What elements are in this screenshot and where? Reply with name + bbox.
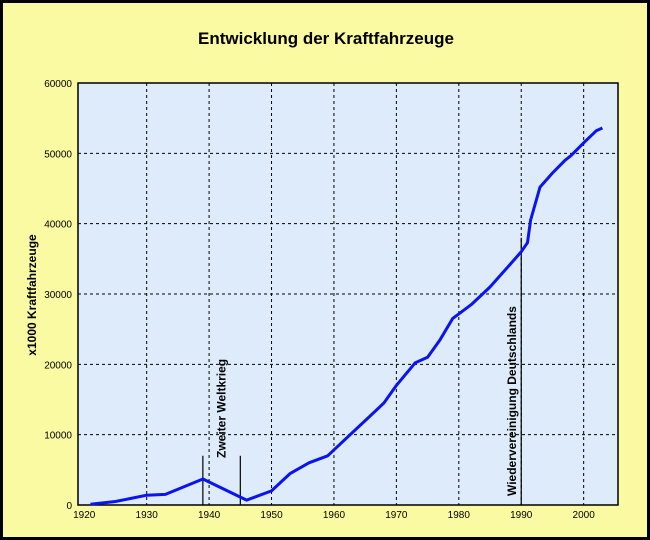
x-tick-label: 1990 xyxy=(510,510,533,521)
x-tick-label: 1980 xyxy=(448,510,471,521)
x-tick-label: 1930 xyxy=(136,510,159,521)
y-tick-label: 60000 xyxy=(44,79,72,90)
y-tick-label: 30000 xyxy=(44,290,72,301)
y-tick-label: 20000 xyxy=(44,360,72,371)
annotation-label: Zweiter Weltkrieg xyxy=(215,359,229,458)
y-axis-label: x1000 Kraftfahrzeuge xyxy=(25,234,39,356)
x-tick-label: 1970 xyxy=(385,510,408,521)
x-tick-label: 1940 xyxy=(198,510,221,521)
grid xyxy=(78,83,618,505)
y-tick-label: 10000 xyxy=(44,431,72,442)
x-tick-label: 1960 xyxy=(323,510,346,521)
tick-labels: 1920 1930 1940 1950 1960 1970 1980 1990 20000100… xyxy=(44,79,595,521)
x-tick-label: 2000 xyxy=(573,510,596,521)
annotation-label: Wiedervereinigung Deutschlands xyxy=(505,306,519,496)
x-tick-label: 1920 xyxy=(73,510,96,521)
y-tick-label: 40000 xyxy=(44,220,72,231)
y-tick-label: 50000 xyxy=(44,149,72,160)
y-tick-label: 0 xyxy=(66,501,72,512)
annotations: Zweiter Weltkrieg Wiedervereinigung Deuts… xyxy=(202,237,522,505)
chart-title: Entwicklung der Kraftfahrzeuge xyxy=(198,29,454,48)
series-line xyxy=(90,126,604,506)
x-tick-label: 1950 xyxy=(260,510,283,521)
